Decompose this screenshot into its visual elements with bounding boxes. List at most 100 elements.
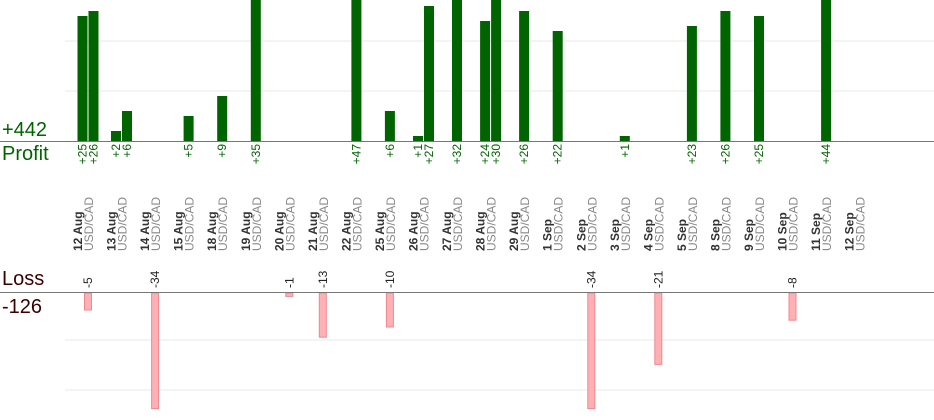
profit-bar bbox=[452, 0, 462, 141]
loss-label: Loss bbox=[2, 268, 45, 290]
category-pair-label: USD/CAD bbox=[820, 197, 834, 251]
loss-value-label: -34 bbox=[148, 270, 162, 288]
category-date-label: 19 Aug bbox=[239, 211, 253, 251]
category-pair-label: USD/CAD bbox=[418, 197, 432, 251]
profit-total: +442 bbox=[2, 119, 48, 141]
profit-bar bbox=[720, 11, 731, 141]
profit-bar bbox=[686, 26, 697, 141]
category-date-label: 2 Sep bbox=[574, 219, 588, 251]
profit-value-label: +9 bbox=[215, 144, 229, 158]
profit-bar bbox=[413, 136, 423, 141]
profit-bar bbox=[754, 16, 764, 141]
category-date-label: 8 Sep bbox=[708, 219, 722, 251]
category-date-label: 20 Aug bbox=[272, 211, 286, 251]
category-pair-label: USD/CAD bbox=[552, 197, 566, 251]
profit-value-label: +2 bbox=[109, 144, 123, 158]
profit-bar bbox=[217, 96, 228, 141]
profit-value-label: +35 bbox=[249, 144, 263, 165]
profit-value-label: +6 bbox=[383, 144, 397, 158]
profit-bars: +25+26 +2+6 +5 +9 +35 +47 +6 +1+27 +32 +24+30 +26 +… bbox=[76, 0, 833, 165]
category-pair-label: USD/CAD bbox=[250, 197, 264, 251]
profit-bar bbox=[351, 0, 362, 141]
category-date-label: 3 Sep bbox=[608, 219, 622, 251]
profit-value-label: +25 bbox=[752, 144, 766, 165]
profit-bar bbox=[122, 111, 132, 141]
loss-value-label: -10 bbox=[383, 270, 397, 288]
profit-value-label: +1 bbox=[411, 144, 425, 158]
loss-bar bbox=[84, 292, 92, 311]
loss-bar bbox=[385, 292, 394, 328]
loss-bar bbox=[285, 292, 294, 297]
category-date-label: 18 Aug bbox=[205, 211, 219, 251]
profit-bar bbox=[111, 131, 121, 141]
profit-value-label: +30 bbox=[489, 144, 503, 165]
profit-bar bbox=[424, 6, 434, 141]
category-pair-label: USD/CAD bbox=[216, 197, 230, 251]
profit-value-label: +26 bbox=[718, 144, 732, 165]
profit-bar bbox=[77, 16, 88, 141]
category-pair-label: USD/CAD bbox=[183, 197, 197, 251]
category-pair-label: USD/CAD bbox=[787, 197, 801, 251]
category-pair-label: USD/CAD bbox=[854, 197, 868, 251]
loss-bar bbox=[587, 292, 596, 410]
profit-value-label: +6 bbox=[120, 144, 134, 158]
profit-bar bbox=[821, 0, 832, 141]
category-pair-label: USD/CAD bbox=[585, 197, 599, 251]
category-pair-label: USD/CAD bbox=[619, 197, 633, 251]
category-pair-label: USD/CAD bbox=[82, 197, 96, 251]
profit-value-label: +1 bbox=[618, 144, 632, 158]
category-date-label: 29 Aug bbox=[507, 211, 521, 251]
profit-value-label: +47 bbox=[349, 144, 363, 165]
profit-value-label: +22 bbox=[551, 144, 565, 165]
category-pair-label: USD/CAD bbox=[652, 197, 666, 251]
loss-value-label: -34 bbox=[584, 270, 598, 288]
profit-bar bbox=[88, 11, 99, 141]
loss-value-label: -1 bbox=[282, 277, 296, 288]
profit-bar bbox=[250, 0, 261, 141]
category-pair-label: USD/CAD bbox=[317, 197, 331, 251]
category-date-label: 11 Sep bbox=[809, 213, 823, 251]
category-date-label: 9 Sep bbox=[742, 219, 756, 251]
loss-bar bbox=[788, 292, 797, 321]
loss-bar bbox=[151, 292, 160, 410]
profit-bar bbox=[384, 111, 395, 141]
category-date-label: 12 Aug bbox=[71, 211, 85, 251]
loss-value-label: -21 bbox=[651, 270, 665, 288]
profit-label: Profit bbox=[2, 143, 49, 165]
category-pair-label: USD/CAD bbox=[116, 197, 130, 251]
profit-bar bbox=[552, 31, 563, 141]
category-date-label: 25 Aug bbox=[373, 211, 387, 251]
category-date-label: 5 Sep bbox=[675, 219, 689, 251]
category-date-label: 14 Aug bbox=[138, 211, 152, 251]
profit-value-label: +32 bbox=[450, 144, 464, 165]
loss-bars: -5 -34 -1 -13 -10 -34 -21 -8 bbox=[81, 270, 800, 410]
category-pair-label: USD/CAD bbox=[283, 197, 297, 251]
profit-value-label: +25 bbox=[76, 144, 90, 165]
category-date-label: 13 Aug bbox=[105, 211, 119, 251]
profit-value-label: +27 bbox=[422, 144, 436, 165]
loss-value-label: -8 bbox=[786, 277, 800, 288]
profit-bar bbox=[480, 21, 491, 141]
category-date-label: 1 Sep bbox=[541, 219, 555, 251]
category-pair-label: USD/CAD bbox=[686, 197, 700, 251]
profit-value-label: +24 bbox=[478, 144, 492, 165]
category-pair-label: USD/CAD bbox=[719, 197, 733, 251]
category-pair-label: USD/CAD bbox=[149, 197, 163, 251]
category-pair-label: USD/CAD bbox=[485, 197, 499, 251]
profit-bar bbox=[619, 136, 630, 141]
profit-bar bbox=[491, 0, 502, 141]
category-pair-label: USD/CAD bbox=[518, 197, 532, 251]
loss-value-label: -5 bbox=[81, 277, 95, 288]
profit-bar bbox=[519, 11, 530, 141]
category-date-label: 4 Sep bbox=[641, 219, 655, 251]
category-date-label: 27 Aug bbox=[440, 211, 454, 251]
loss-bar bbox=[318, 292, 327, 338]
profit-bar bbox=[183, 116, 194, 141]
category-pair-label: USD/CAD bbox=[384, 197, 398, 251]
profit-value-label: +5 bbox=[182, 144, 196, 158]
category-date-label: 10 Sep bbox=[776, 212, 790, 251]
category-date-label: 28 Aug bbox=[474, 211, 488, 251]
category-pair-label: USD/CAD bbox=[451, 197, 465, 251]
